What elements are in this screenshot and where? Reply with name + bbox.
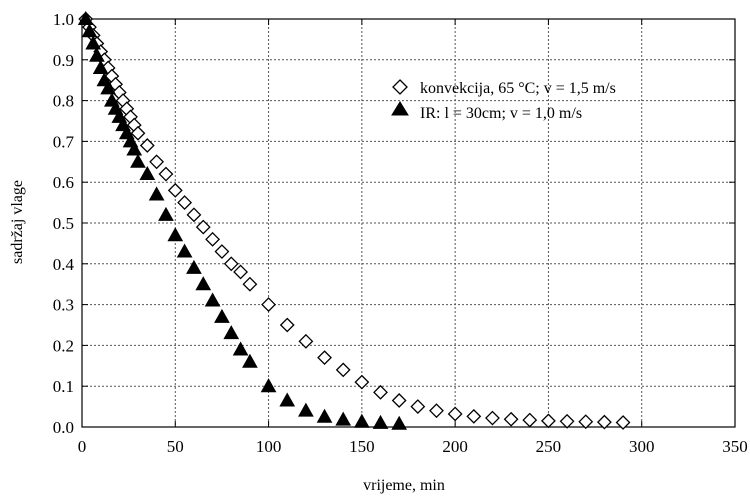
point-konvekcija bbox=[233, 264, 249, 280]
point-ir bbox=[148, 186, 165, 201]
point-ir bbox=[130, 153, 146, 168]
point-konvekcija bbox=[410, 399, 426, 415]
point-konvekcija bbox=[214, 244, 230, 259]
x-tick-label: 100 bbox=[256, 437, 282, 456]
point-konvekcija bbox=[466, 408, 482, 424]
point-konvekcija bbox=[130, 125, 146, 141]
point-konvekcija bbox=[317, 350, 332, 366]
y-tick-label: 0.0 bbox=[53, 418, 74, 437]
point-konvekcija bbox=[485, 410, 500, 426]
x-tick-label: 50 bbox=[167, 437, 184, 456]
x-tick-label: 0 bbox=[78, 437, 87, 456]
y-tick-label: 0.6 bbox=[53, 173, 74, 192]
grid-layer bbox=[82, 19, 735, 427]
point-ir bbox=[100, 80, 116, 95]
series-layer bbox=[77, 10, 631, 430]
point-ir bbox=[85, 35, 102, 50]
y-tick-label: 0.7 bbox=[53, 132, 75, 151]
point-ir bbox=[89, 47, 105, 62]
point-ir bbox=[176, 243, 193, 258]
point-konvekcija bbox=[242, 276, 258, 292]
point-konvekcija bbox=[541, 413, 556, 429]
point-konvekcija bbox=[279, 317, 295, 333]
point-konvekcija bbox=[522, 412, 538, 428]
y-tick-label: 0.3 bbox=[53, 296, 74, 315]
x-axis-label: vrijeme, min bbox=[363, 477, 445, 494]
y-tick-label: 1.0 bbox=[53, 10, 74, 29]
point-ir bbox=[195, 276, 212, 291]
y-axis-label: sadržaj vlage bbox=[9, 180, 26, 264]
point-ir bbox=[316, 408, 333, 423]
ticks-layer: 0 50 100 150 200 250 300 350 0.0 0.1 0.2 0.3 0.4 0.5 0… bbox=[53, 10, 748, 456]
x-tick-label: 150 bbox=[349, 437, 375, 456]
y-tick-label: 0.1 bbox=[53, 377, 74, 396]
x-tick-label: 250 bbox=[536, 437, 562, 456]
point-ir bbox=[372, 414, 389, 429]
point-ir bbox=[242, 353, 258, 368]
legend-marker-ir bbox=[391, 101, 409, 116]
legend-label-konvekcija: konvekcija, 65 °C; v = 1,5 m/s bbox=[420, 80, 616, 97]
point-konvekcija bbox=[447, 406, 463, 422]
y-tick-label: 0.4 bbox=[53, 255, 75, 274]
point-konvekcija bbox=[335, 362, 351, 378]
point-ir bbox=[92, 59, 109, 74]
point-ir bbox=[391, 415, 408, 430]
point-konvekcija bbox=[354, 374, 370, 390]
point-ir bbox=[260, 378, 277, 393]
point-konvekcija bbox=[578, 414, 594, 430]
y-tick-label: 0.8 bbox=[53, 92, 74, 111]
y-tick-label: 0.5 bbox=[53, 214, 74, 233]
point-ir bbox=[279, 392, 296, 407]
point-konvekcija bbox=[503, 411, 519, 427]
point-ir bbox=[158, 206, 174, 221]
point-konvekcija bbox=[223, 256, 239, 272]
point-ir bbox=[214, 308, 230, 323]
point-konvekcija bbox=[158, 166, 174, 182]
legend-label-ir: IR: l = 30cm; v = 1,0 m/s bbox=[420, 105, 582, 122]
point-ir bbox=[232, 341, 249, 356]
legend: konvekcija, 65 °C; v = 1,5 m/s IR: l = 3… bbox=[391, 79, 616, 122]
point-konvekcija bbox=[298, 333, 314, 349]
point-konvekcija bbox=[373, 384, 388, 400]
point-konvekcija bbox=[186, 207, 202, 223]
point-ir bbox=[81, 23, 98, 38]
point-konvekcija bbox=[167, 182, 183, 198]
point-ir bbox=[298, 402, 314, 417]
point-konvekcija bbox=[615, 415, 631, 430]
point-konvekcija bbox=[205, 231, 221, 247]
legend-marker-konvekcija bbox=[392, 79, 408, 95]
point-ir bbox=[167, 227, 184, 242]
point-ir bbox=[354, 413, 370, 428]
x-tick-label: 200 bbox=[442, 437, 468, 456]
point-ir bbox=[186, 259, 202, 274]
y-tick-label: 0.2 bbox=[53, 336, 74, 355]
point-konvekcija bbox=[391, 393, 407, 408]
point-konvekcija bbox=[177, 195, 193, 211]
point-konvekcija bbox=[149, 154, 165, 170]
point-ir bbox=[77, 10, 94, 25]
x-tick-label: 350 bbox=[722, 437, 748, 456]
point-konvekcija bbox=[195, 219, 211, 235]
point-konvekcija bbox=[429, 403, 444, 419]
point-ir bbox=[204, 292, 221, 307]
x-tick-label: 300 bbox=[629, 437, 655, 456]
point-ir bbox=[126, 141, 143, 156]
point-konvekcija bbox=[596, 414, 612, 430]
point-ir bbox=[335, 411, 352, 426]
point-ir bbox=[223, 325, 240, 340]
point-ir bbox=[139, 166, 156, 181]
y-tick-label: 0.9 bbox=[53, 51, 74, 70]
point-konvekcija bbox=[261, 297, 276, 313]
point-konvekcija bbox=[559, 413, 575, 429]
point-konvekcija bbox=[139, 138, 155, 153]
